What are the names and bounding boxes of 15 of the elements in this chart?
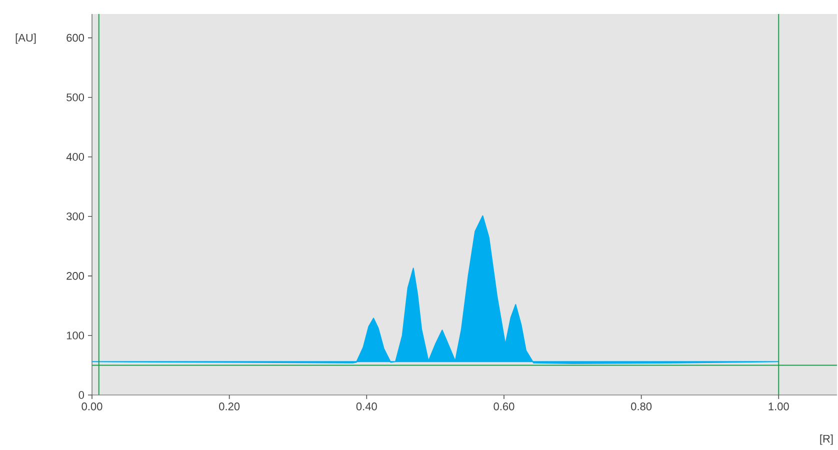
- y-tick-label: 0: [78, 391, 84, 399]
- x-tick-label: 0.20: [219, 402, 240, 410]
- x-tick-label: 0.80: [631, 402, 652, 410]
- x-tick-label: 0.00: [82, 402, 102, 410]
- y-axis-title: [AU]: [16, 34, 36, 44]
- y-tick-label: 200: [66, 272, 84, 280]
- y-tick-label: 300: [66, 212, 84, 220]
- x-tick-label: 0.40: [356, 402, 377, 410]
- y-tick-label: 500: [66, 93, 84, 102]
- x-tick-label: 1.00: [768, 402, 789, 410]
- x-axis-title: [R]: [820, 434, 833, 445]
- y-tick-label: 600: [66, 34, 84, 42]
- y-tick-label: 100: [66, 332, 84, 340]
- x-tick-label: 0.60: [494, 402, 514, 410]
- y-tick-label: 400: [66, 152, 84, 161]
